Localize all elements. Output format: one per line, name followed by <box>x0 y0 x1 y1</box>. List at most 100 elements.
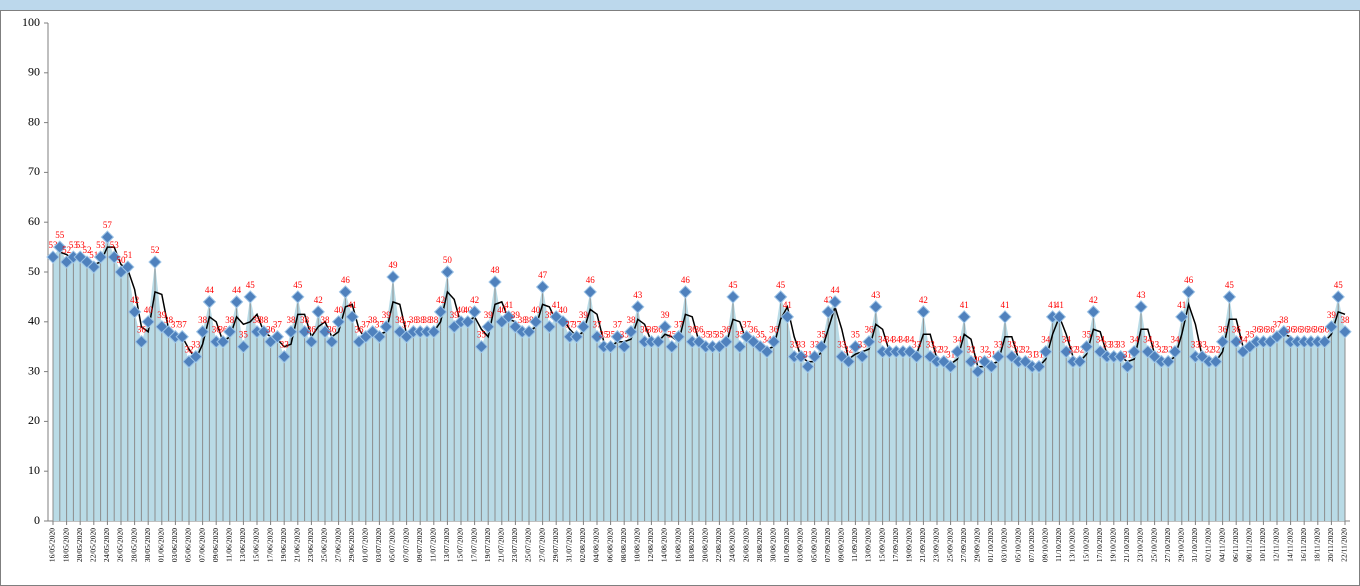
data-label: 34 <box>953 335 963 345</box>
data-label: 36 <box>327 325 337 335</box>
data-label: 36 <box>695 325 705 335</box>
data-label: 36 <box>219 325 229 335</box>
data-label: 38 <box>1341 315 1351 325</box>
data-label: 45 <box>1334 280 1344 290</box>
data-label: 33 <box>790 340 800 350</box>
y-tick-label: 0 <box>34 513 40 527</box>
marker <box>869 300 883 314</box>
marker <box>107 250 121 264</box>
data-label: 31 <box>803 350 812 360</box>
data-label: 36 <box>654 325 664 335</box>
data-label: 43 <box>1137 290 1147 300</box>
marker <box>773 290 788 304</box>
marker <box>998 310 1012 324</box>
data-label: 38 <box>321 315 331 325</box>
marker <box>658 320 672 334</box>
data-label: 35 <box>620 330 630 340</box>
marker <box>1209 354 1223 369</box>
x-tick-label: 13/09/2020 <box>864 528 873 562</box>
x-tick-label: 09/06/2020 <box>211 528 220 562</box>
x-tick-label: 18/05/2020 <box>61 528 70 562</box>
data-label: 35 <box>606 330 616 340</box>
x-tick-label: 10/11/2020 <box>1258 528 1267 562</box>
data-label: 41 <box>504 300 513 310</box>
data-label: 38 <box>164 315 174 325</box>
marker <box>467 305 482 319</box>
data-label: 45 <box>1225 280 1235 290</box>
data-label: 33 <box>1109 340 1119 350</box>
marker <box>236 339 251 354</box>
marker <box>678 285 693 299</box>
data-label: 53 <box>110 240 120 250</box>
marker <box>671 330 686 344</box>
x-tick-label: 23/10/2020 <box>1136 528 1145 562</box>
marker <box>175 330 189 344</box>
data-label: 32 <box>1211 345 1220 355</box>
marker <box>1338 325 1352 339</box>
data-label: 39 <box>661 310 671 320</box>
marker <box>141 315 155 329</box>
x-tick-label: 06/08/2020 <box>605 528 614 562</box>
data-label: 37 <box>361 320 371 330</box>
x-tick-label: 13/06/2020 <box>238 528 247 562</box>
marker <box>950 344 965 359</box>
data-label: 47 <box>538 270 548 280</box>
x-tick-label: 12/11/2020 <box>1272 528 1281 562</box>
data-label: 34 <box>892 335 902 345</box>
x-tick-label: 06/11/2020 <box>1231 528 1240 562</box>
data-label: 37 <box>402 320 412 330</box>
data-label: 41 <box>348 300 357 310</box>
marker <box>542 320 557 334</box>
x-tick-label: 17/06/2020 <box>265 528 274 562</box>
marker <box>719 335 733 349</box>
x-tick-label: 07/10/2020 <box>1027 528 1036 562</box>
data-label: 37 <box>593 320 603 330</box>
data-label: 37 <box>375 320 385 330</box>
data-label: 35 <box>708 330 718 340</box>
marker <box>964 354 978 369</box>
marker <box>1331 290 1345 304</box>
marker <box>957 310 971 324</box>
data-label: 37 <box>572 320 582 330</box>
data-label: 35 <box>1245 330 1255 340</box>
marker <box>665 339 679 354</box>
marker <box>488 275 502 289</box>
x-tick-label: 27/09/2020 <box>959 528 968 562</box>
y-tick-label: 90 <box>28 65 40 79</box>
marker <box>1134 300 1148 314</box>
data-label: 34 <box>1143 335 1153 345</box>
marker <box>270 330 285 344</box>
data-label: 41 <box>783 300 792 310</box>
marker <box>474 339 489 354</box>
data-label: 36 <box>266 325 276 335</box>
marker <box>325 335 339 349</box>
data-label: 40 <box>144 305 154 315</box>
x-tick-label: 21/07/2020 <box>497 528 506 562</box>
data-label: 38 <box>423 315 433 325</box>
x-tick-label: 22/11/2020 <box>1340 528 1349 562</box>
x-tick-label: 25/10/2020 <box>1149 528 1158 562</box>
marker <box>760 344 774 359</box>
marker <box>610 330 625 344</box>
data-label: 45 <box>246 280 256 290</box>
marker <box>427 325 441 339</box>
data-label: 31 <box>946 350 955 360</box>
x-tick-label: 19/10/2020 <box>1109 528 1118 562</box>
data-label: 51 <box>89 250 98 260</box>
x-tick-label: 15/07/2020 <box>456 528 465 562</box>
y-tick-label: 80 <box>28 114 40 128</box>
data-label: 34 <box>1130 335 1140 345</box>
data-label: 48 <box>491 265 501 275</box>
x-tick-label: 29/10/2020 <box>1177 528 1186 562</box>
marker <box>304 335 319 349</box>
data-label: 31 <box>1123 350 1132 360</box>
data-label: 33 <box>1103 340 1113 350</box>
data-label: 37 <box>742 320 752 330</box>
marker <box>807 349 822 364</box>
marker <box>93 250 108 264</box>
x-tick-label: 24/05/2020 <box>102 528 111 562</box>
data-label: 34 <box>1041 335 1051 345</box>
data-label: 30 <box>973 355 983 365</box>
y-tick-label: 20 <box>28 413 40 427</box>
data-label: 36 <box>1232 325 1242 335</box>
